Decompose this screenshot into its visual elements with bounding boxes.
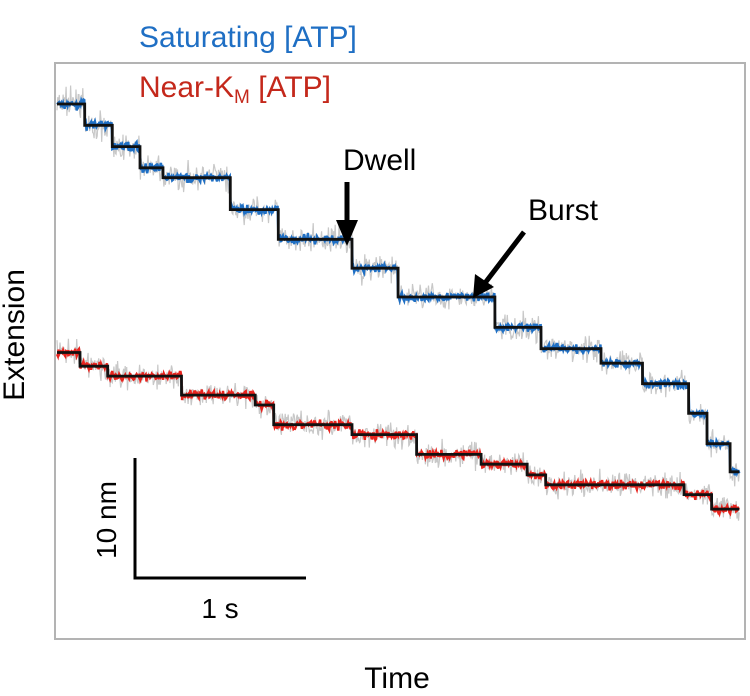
series-1-filtered-trace xyxy=(55,346,740,518)
legend-near-km-subscript: M xyxy=(234,87,250,108)
legend-entry-saturating: Saturating [ATP] xyxy=(139,21,357,54)
scale-bar-y-label: 10 nm xyxy=(91,481,122,559)
annotation-burst-label: Burst xyxy=(528,194,599,227)
series-1-step-fit xyxy=(57,351,740,511)
legend: Saturating [ATP] Near-KM [ATP] xyxy=(139,21,357,108)
plot-frame xyxy=(54,62,746,640)
x-axis-label: Time xyxy=(364,662,430,695)
annotation-burst-arrowhead xyxy=(473,274,494,298)
annotation-burst-arrow xyxy=(483,230,526,285)
step-fits xyxy=(57,102,740,511)
legend-entry-near-km: Near-KM [ATP] xyxy=(139,71,331,108)
scale-bar-lines xyxy=(133,458,306,580)
annotations: Dwell Burst xyxy=(336,144,599,298)
legend-near-km-suffix: [ATP] xyxy=(250,71,331,104)
annotation-dwell-label: Dwell xyxy=(343,144,416,177)
legend-near-km-name: Near-K xyxy=(139,71,234,104)
scale-bar-x-label: 1 s xyxy=(201,593,238,624)
annotation-dwell-arrowhead xyxy=(336,220,358,246)
series-0-step-fit xyxy=(57,102,740,474)
scale-bar: 10 nm 1 s xyxy=(91,458,306,624)
y-axis-label: Extension xyxy=(0,269,31,401)
